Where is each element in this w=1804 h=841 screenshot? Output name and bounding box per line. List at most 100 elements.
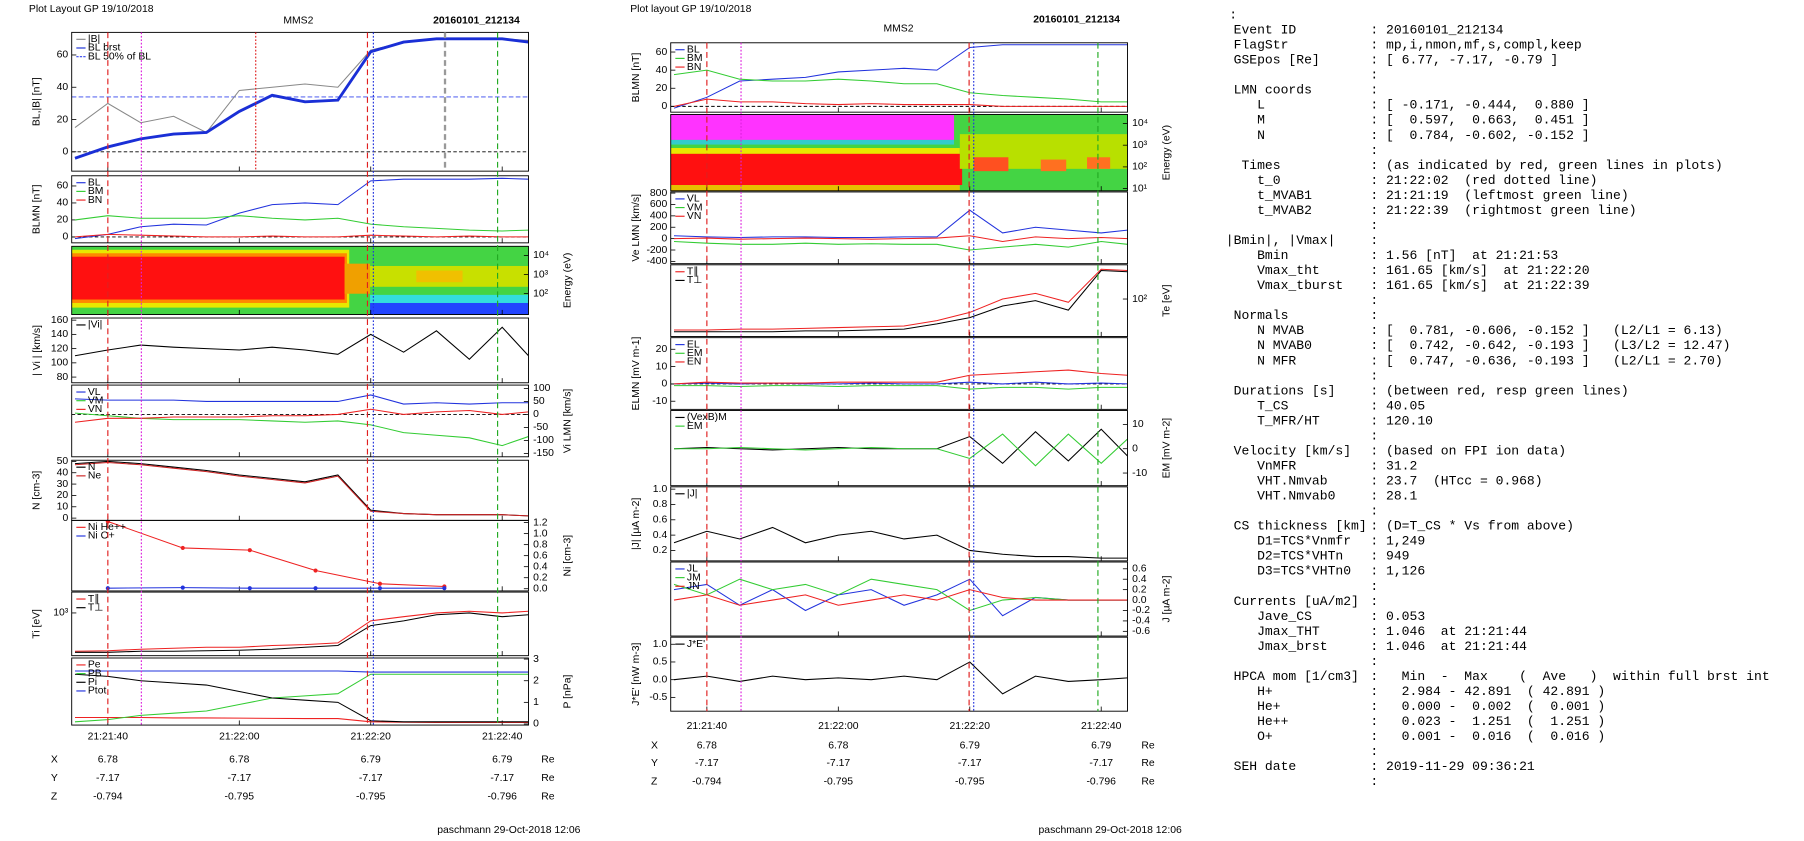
- panel-content: [74, 460, 529, 517]
- summary-key: He+: [1226, 699, 1281, 714]
- data-point: [313, 568, 318, 573]
- summary-key: Bmin: [1226, 248, 1289, 263]
- y-tick-label: 0.6: [653, 515, 668, 526]
- data-point: [247, 586, 252, 591]
- summary-value: : 28.1: [1370, 489, 1417, 504]
- position-label: Y: [51, 773, 58, 784]
- y-tick-label: 0.0: [1132, 595, 1147, 606]
- legend-label: VM: [88, 395, 104, 406]
- legend-label: JM: [687, 572, 701, 583]
- y-axis-label: Ti [eV]: [32, 609, 43, 639]
- series-line: [674, 268, 1128, 331]
- summary-value: :: [1370, 368, 1378, 383]
- summary-value: : 21:22:02 (red dotted line): [1370, 173, 1597, 188]
- summary-value: : 20160101_212134: [1370, 23, 1503, 38]
- legend-label: BN: [88, 195, 102, 206]
- y-tick-label: 0: [62, 232, 68, 243]
- summary-value: :: [1370, 744, 1378, 759]
- panel-content: [673, 428, 1128, 467]
- summary-value: :: [1370, 218, 1378, 233]
- series-line: [74, 215, 529, 232]
- legend-label: BM: [88, 186, 104, 197]
- summary-value: : 40.05: [1370, 398, 1425, 413]
- y-tick-label: 0: [533, 719, 539, 730]
- position-value: -7.17: [695, 758, 719, 769]
- x-tick-label: 21:22:20: [950, 721, 991, 732]
- y-tick-label: 10²: [533, 288, 549, 299]
- position-value: -0.796: [1086, 776, 1116, 787]
- summary-key: FlagStr: [1226, 38, 1289, 53]
- legend-label: |Vi|: [88, 320, 102, 331]
- legend-label: VL: [687, 194, 700, 205]
- summary-panel: : Event ID: 20160101_212134 FlagStr: mp,…: [1226, 7, 1770, 789]
- plot-note: Plot Layout GP 19/10/2018: [29, 4, 154, 15]
- summary-key: N MFR: [1226, 353, 1297, 368]
- series-line: [674, 433, 1128, 467]
- y-tick-label: 1.0: [653, 484, 668, 495]
- summary-value: : 1.046 at 21:21:44: [1370, 624, 1527, 639]
- y-tick-label: 3: [533, 654, 539, 665]
- y-tick-label: 10: [1132, 419, 1144, 430]
- legend-label: Ne: [88, 471, 102, 482]
- y-tick-label: 40: [57, 198, 69, 209]
- summary-value: : [ 0.747, -0.636, -0.193 ] (L2/L1 = 2.7…: [1370, 353, 1722, 368]
- legend-label: Ni He++: [88, 522, 126, 533]
- y-tick-label: 100: [51, 358, 69, 369]
- position-value: -0.796: [487, 792, 517, 803]
- plot-note: Plot layout GP 19/10/2018: [630, 4, 751, 15]
- legend-label: VN: [88, 404, 102, 415]
- legend-label: EN: [687, 357, 701, 368]
- y-axis-label: P [nPa]: [563, 674, 574, 708]
- summary-value: : 161.65 [km/s] at 21:22:39: [1370, 278, 1589, 293]
- y-axis-label: Ni [cm-3]: [563, 535, 574, 577]
- y-tick-label: 800: [650, 188, 668, 199]
- y-tick-label: -0.4: [1132, 616, 1150, 627]
- y-tick-label: -10: [652, 396, 667, 407]
- summary-value: : [ 0.597, 0.663, 0.451 ]: [1370, 113, 1589, 128]
- y-tick-label: 10³: [1132, 140, 1148, 151]
- panel-frame: [670, 636, 1128, 712]
- y-tick-label: 40: [57, 467, 69, 478]
- summary-value: :: [1370, 308, 1378, 323]
- legend-label: Pi: [88, 677, 97, 688]
- series-line: [74, 394, 529, 405]
- summary-value: : (D=T_CS * Vs from above): [1370, 519, 1574, 534]
- data-point: [377, 581, 383, 586]
- legend-label: N: [88, 462, 96, 473]
- panel-content: [74, 670, 529, 723]
- series-line: [74, 673, 529, 723]
- series-line: [673, 369, 1128, 385]
- panel-frame: [670, 264, 1128, 337]
- y-tick-label: 0.6: [1132, 564, 1147, 575]
- summary-value: :: [1370, 428, 1378, 443]
- y-tick-label: 0.4: [533, 561, 548, 572]
- legend-label: JL: [687, 564, 698, 575]
- summary-value: :: [1370, 579, 1378, 594]
- panel-frame: [670, 410, 1128, 487]
- y-tick-label: 0.2: [653, 545, 668, 556]
- summary-top: :: [1229, 7, 1237, 22]
- summary-value: : 21:22:39 (rightmost green line): [1370, 203, 1636, 218]
- y-tick-label: 10: [57, 502, 69, 513]
- legend-label: BL: [687, 44, 700, 55]
- summary-key: t_MVAB2: [1226, 203, 1312, 218]
- summary-key: N MVAB: [1226, 323, 1304, 338]
- y-tick-label: -100: [533, 435, 554, 446]
- position-value: -0.795: [225, 792, 255, 803]
- position-label: X: [51, 755, 58, 766]
- y-tick-label: 0.6: [533, 550, 548, 561]
- y-tick-label: 50: [57, 456, 69, 467]
- legend-label: T⊥: [88, 602, 103, 613]
- summary-value: : 21:21:19 (leftmost green line): [1370, 188, 1628, 203]
- y-tick-label: 1.0: [653, 639, 668, 650]
- series-line: [673, 240, 1128, 251]
- legend-label: T∥: [687, 267, 699, 278]
- position-value: -0.795: [955, 776, 985, 787]
- panel-frame: [670, 114, 1128, 192]
- panel-content: [670, 369, 1128, 390]
- position-value: 6.79: [492, 755, 512, 766]
- y-tick-label: 50: [533, 396, 545, 407]
- y-tick-label: 0: [62, 513, 68, 524]
